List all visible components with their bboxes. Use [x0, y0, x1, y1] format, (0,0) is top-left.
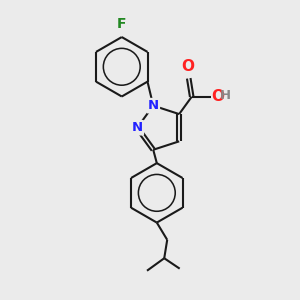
Text: N: N — [132, 121, 143, 134]
Text: O: O — [212, 89, 225, 104]
Text: O: O — [181, 59, 194, 74]
Text: F: F — [117, 17, 127, 31]
Text: H: H — [220, 89, 231, 102]
Text: N: N — [148, 99, 159, 112]
